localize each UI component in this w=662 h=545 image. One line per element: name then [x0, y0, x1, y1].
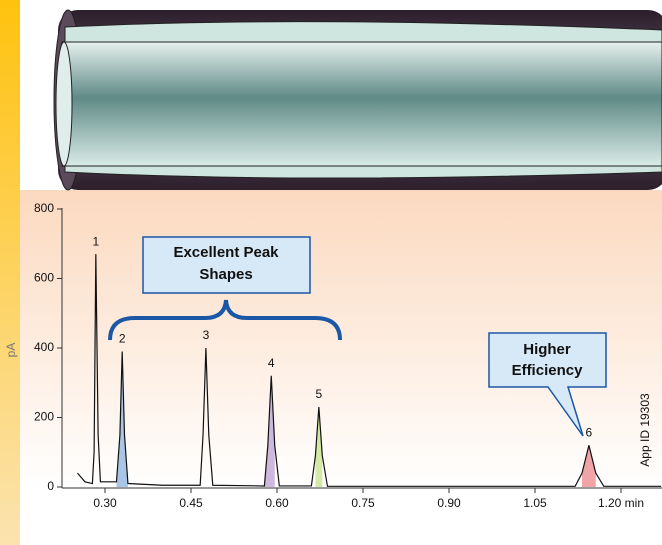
- y-axis-label: pA: [4, 343, 18, 358]
- peak-label: 3: [203, 328, 210, 342]
- peak-fill: [315, 407, 323, 487]
- peak-fill: [116, 351, 128, 487]
- y-tick-label: 400: [34, 340, 54, 354]
- x-tick-label: 0.30: [93, 496, 117, 510]
- x-tick-label: 0.75: [351, 496, 375, 510]
- right-callout: Higher Efficiency: [488, 332, 607, 437]
- callout-text: Excellent Peak: [173, 244, 279, 261]
- x-tick-label: 1.20 min: [598, 496, 644, 510]
- x-tick-label: 0.60: [265, 496, 289, 510]
- y-tick-label: 800: [34, 201, 54, 215]
- x-tick-label: 1.05: [523, 496, 547, 510]
- y-tick-label: 0: [47, 479, 54, 493]
- peak-fill: [582, 445, 596, 487]
- x-tick-label: 0.45: [179, 496, 203, 510]
- callout-text: Higher: [523, 341, 571, 358]
- app-id: App ID 19303: [638, 393, 652, 467]
- callout-text: Shapes: [199, 266, 252, 283]
- peak-label: 4: [268, 356, 275, 370]
- callout-text: Efficiency: [512, 362, 584, 379]
- peak-label: 1: [92, 234, 99, 248]
- plot-layer: 0 200 400 600 800 0.30 0.45 0.60 0.75 0.90 1.05 1.2…: [34, 201, 662, 510]
- y-tick-label: 200: [34, 410, 54, 424]
- x-tick-label: 0.90: [437, 496, 461, 510]
- left-callout: Excellent Peak Shapes: [108, 236, 342, 341]
- trace: [77, 254, 662, 487]
- y-tick-label: 600: [34, 271, 54, 285]
- column-illustration: [53, 9, 662, 191]
- peak-label: 2: [119, 332, 126, 346]
- peak-label: 5: [316, 387, 323, 401]
- side-strip: [0, 0, 20, 545]
- peak-label: 6: [586, 425, 593, 439]
